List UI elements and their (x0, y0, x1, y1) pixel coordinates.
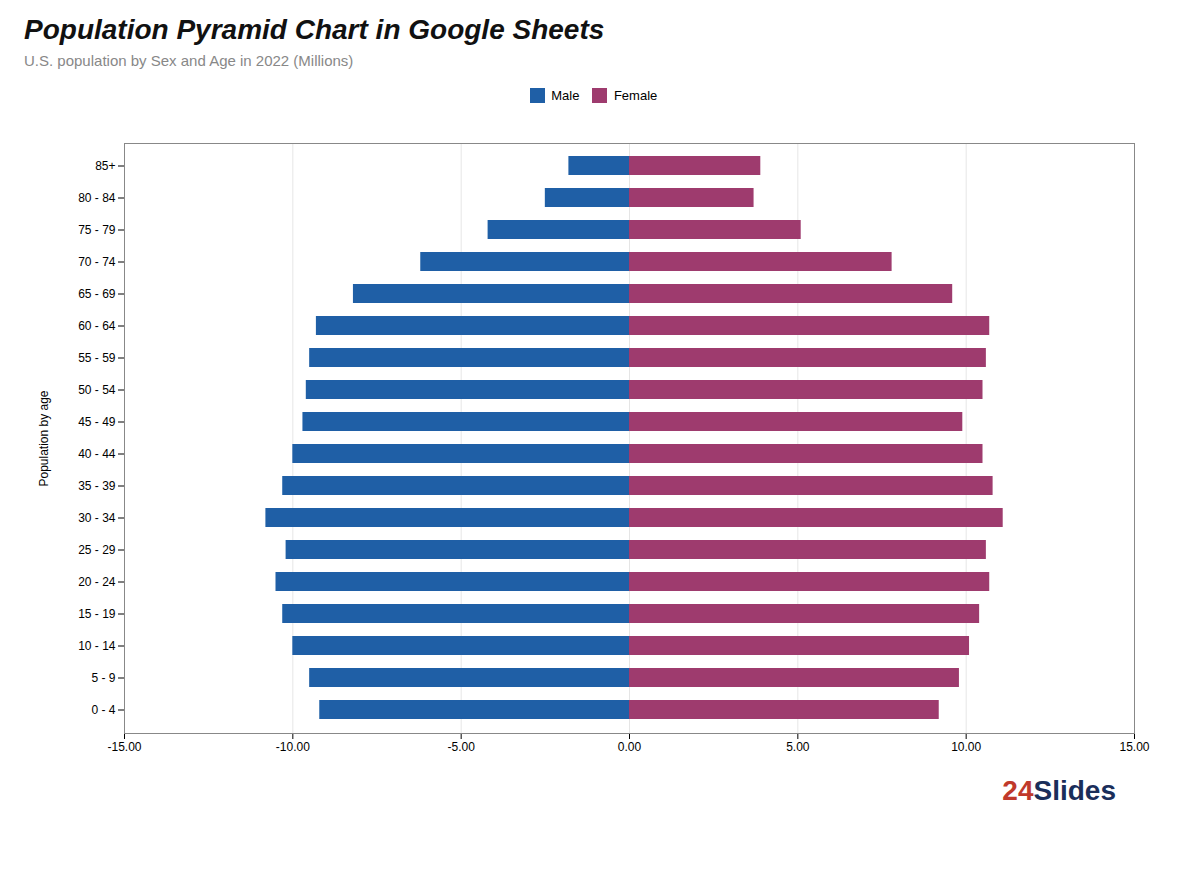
svg-text:85+: 85+ (95, 158, 115, 172)
svg-text:65 - 69: 65 - 69 (78, 286, 116, 300)
svg-text:75 - 79: 75 - 79 (78, 222, 116, 236)
svg-text:0 - 4: 0 - 4 (91, 702, 115, 716)
svg-text:0.00: 0.00 (618, 740, 642, 754)
svg-text:5.00: 5.00 (786, 740, 810, 754)
html-text:24 Slides: 24 Slides (1002, 774, 1116, 806)
svg-text:-5.00: -5.00 (447, 740, 475, 754)
html-text:Male: Male (551, 88, 580, 103)
svg-text:80 - 84: 80 - 84 (78, 190, 116, 204)
svg-text:10 - 14: 10 - 14 (78, 638, 116, 652)
svg-text:70 - 74: 70 - 74 (78, 254, 116, 268)
svg-text:50 - 54: 50 - 54 (78, 382, 116, 396)
svg-text:Population by age: Population by age (37, 390, 51, 486)
svg-text:-10.00: -10.00 (276, 740, 310, 754)
svg-text:35 - 39: 35 - 39 (78, 478, 116, 492)
svg-text:5 - 9: 5 - 9 (91, 670, 115, 684)
svg-text:55 - 59: 55 - 59 (78, 350, 116, 364)
svg-text:20 - 24: 20 - 24 (78, 574, 116, 588)
svg-text:15 - 19: 15 - 19 (78, 606, 116, 620)
html-text:U.S. population by Sex and Age: U.S. population by Sex and Age in 2022 (… (24, 52, 354, 69)
svg-text:30 - 34: 30 - 34 (78, 510, 116, 524)
svg-text:15.00: 15.00 (1119, 740, 1149, 754)
svg-text:60 - 64: 60 - 64 (78, 318, 116, 332)
svg-text:-15.00: -15.00 (107, 740, 141, 754)
svg-text:10.00: 10.00 (951, 740, 981, 754)
svg-text:45 - 49: 45 - 49 (78, 414, 116, 428)
html-text:Female: Female (613, 88, 658, 103)
html-text:Population Pyramid Chart in Go: Population Pyramid Chart in Google Sheet… (24, 14, 605, 45)
svg-text:25 - 29: 25 - 29 (78, 542, 116, 556)
svg-text:40 - 44: 40 - 44 (78, 446, 116, 460)
